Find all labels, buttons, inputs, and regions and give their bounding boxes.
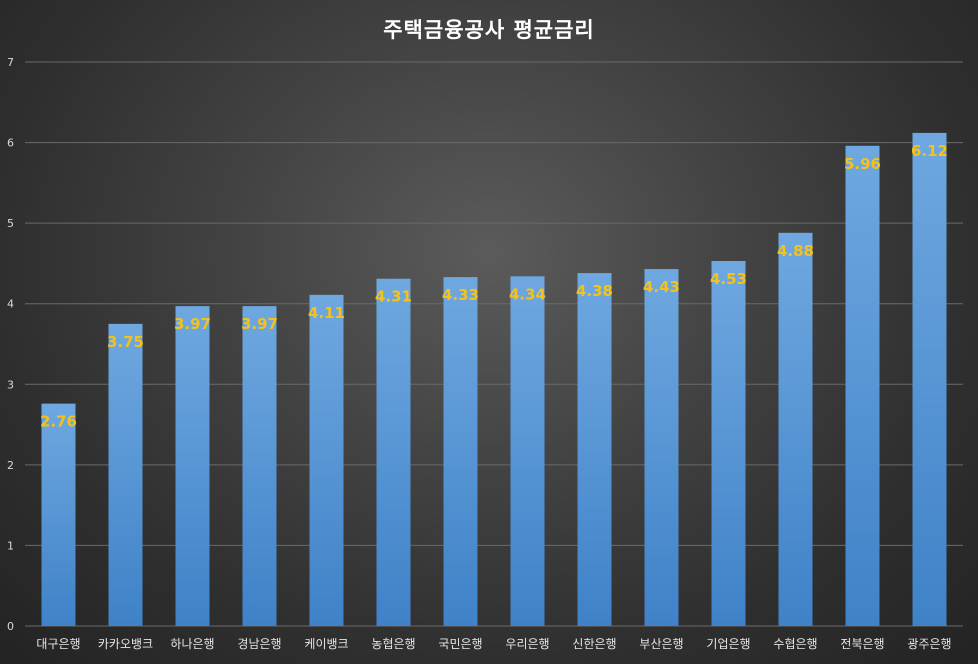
bar <box>175 306 210 626</box>
x-axis-labels: 대구은행 카카오뱅크 하나은행 경남은행 케이뱅크 농협은행 국민은행 우리은행 신한은행 부산은… <box>36 636 951 651</box>
x-category-label: 국민은행 <box>438 636 482 651</box>
gridlines <box>25 61 963 627</box>
data-label: 5.96 <box>844 155 881 173</box>
x-category-label: 광주은행 <box>907 636 951 651</box>
data-label: 4.34 <box>509 285 546 303</box>
bar <box>845 145 880 626</box>
x-category-label: 전북은행 <box>840 636 884 651</box>
data-label: 4.53 <box>710 270 747 288</box>
x-category-label: 신한은행 <box>572 636 616 651</box>
y-tick-label: 3 <box>7 378 14 391</box>
x-category-label: 하나은행 <box>170 636 214 651</box>
bar <box>711 261 746 626</box>
bar <box>108 323 143 626</box>
data-label: 4.33 <box>442 286 479 304</box>
bar <box>376 278 411 626</box>
x-category-label: 농협은행 <box>371 636 415 651</box>
x-category-label: 카카오뱅크 <box>98 637 153 651</box>
data-label: 2.76 <box>40 413 77 431</box>
bar <box>912 132 947 626</box>
data-label: 3.97 <box>241 315 278 333</box>
data-label: 3.97 <box>174 315 211 333</box>
data-label: 4.88 <box>777 242 814 260</box>
y-axis-ticks: 0 1 2 3 4 5 6 7 <box>7 56 14 633</box>
data-label: 6.12 <box>911 142 948 160</box>
x-category-label: 기업은행 <box>706 636 750 651</box>
x-category-label: 부산은행 <box>639 636 683 651</box>
y-tick-label: 7 <box>7 56 14 69</box>
x-category-label: 대구은행 <box>36 636 80 651</box>
data-label: 4.31 <box>375 288 412 306</box>
data-label: 3.75 <box>107 333 144 351</box>
chart-title: 주택금융공사 평균금리 <box>383 18 595 42</box>
y-tick-label: 2 <box>7 459 14 472</box>
data-labels: 2.76 3.75 3.97 3.97 4.11 4.31 4.33 4.34 4.38 4.43… <box>40 142 948 431</box>
data-label: 4.43 <box>643 278 680 296</box>
bar <box>443 277 478 626</box>
x-category-label: 경남은행 <box>237 636 281 651</box>
y-tick-label: 1 <box>7 539 14 552</box>
y-tick-label: 6 <box>7 137 14 150</box>
x-category-label: 수협은행 <box>773 636 817 651</box>
x-category-label: 케이뱅크 <box>304 637 348 651</box>
data-label: 4.38 <box>576 282 613 300</box>
x-category-label: 우리은행 <box>505 636 549 651</box>
bar <box>577 273 612 626</box>
y-tick-label: 5 <box>7 217 14 230</box>
bar <box>510 276 545 626</box>
bar <box>644 269 679 626</box>
y-tick-label: 0 <box>7 620 14 633</box>
y-tick-label: 4 <box>7 298 14 311</box>
bar <box>41 403 76 626</box>
bar <box>309 294 344 626</box>
data-label: 4.11 <box>308 304 345 322</box>
bar <box>778 232 813 626</box>
bars <box>41 132 947 626</box>
bar <box>242 306 277 626</box>
